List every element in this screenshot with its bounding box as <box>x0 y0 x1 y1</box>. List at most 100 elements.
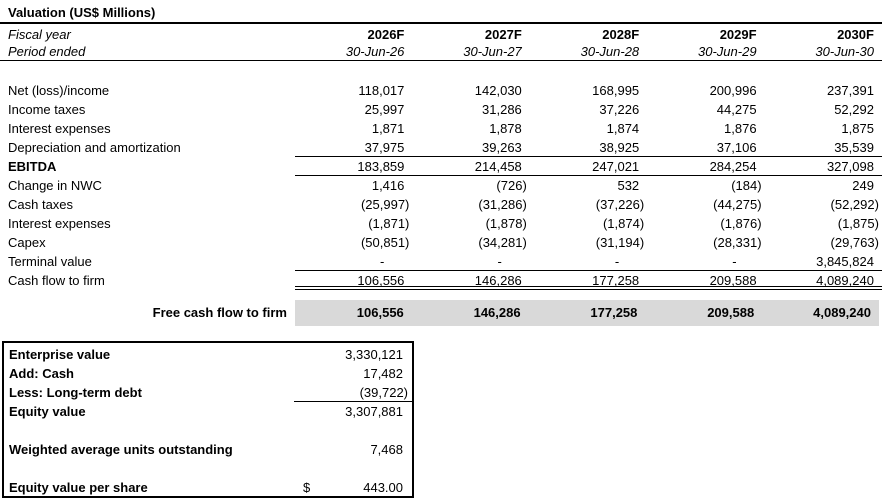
fiscal-year-cell: 2027F <box>484 27 522 42</box>
value-cell: 249 <box>852 178 874 193</box>
row-label: Cash taxes <box>8 197 74 212</box>
value-cell: - <box>497 254 502 269</box>
summary-value <box>294 459 412 478</box>
row-values: 1,416 (726) 532 (184) 249 <box>295 176 882 195</box>
fiscal-year-label: Fiscal year <box>8 27 71 42</box>
summary-row: Less: Long-term debt (39,722) <box>4 383 412 402</box>
value-cell: (37,226) <box>595 197 645 212</box>
value-cell: 200,996 <box>709 83 757 98</box>
fcff-value-cell: 146,286 <box>473 305 521 320</box>
value-cell: 37,106 <box>716 140 757 155</box>
period-ended-cell: 30-Jun-27 <box>463 44 522 59</box>
valuation-table: Valuation (US$ Millions) Fiscal year 202… <box>0 3 882 326</box>
value-cell: - <box>380 254 385 269</box>
summary-row: Equity value 3,307,881 <box>4 402 412 421</box>
value-cell: 1,875 <box>841 121 874 136</box>
summary-value: 17,482 <box>363 366 403 381</box>
value-cell: 284,254 <box>709 159 757 174</box>
fcff-value-cell: 209,588 <box>707 305 755 320</box>
free-cash-flow-row: Free cash flow to firm 106,556 146,286 177… <box>0 300 882 326</box>
value-cell: 327,098 <box>826 159 874 174</box>
table-row: Cash flow to firm 106,556 146,286 177,258 20… <box>0 271 882 290</box>
value-cell: (29,763) <box>830 235 879 250</box>
summary-value: 7,468 <box>370 442 403 457</box>
table-row: Cash taxes (25,997) (31,286) (37,226) (44,27… <box>0 195 882 214</box>
table-row: Income taxes 25,997 31,286 37,226 44,275 52,2… <box>0 100 882 119</box>
summary-value: $443.00 <box>294 478 412 497</box>
value-cell: 31,286 <box>482 102 522 117</box>
period-ended-cell: 30-Jun-30 <box>815 44 874 59</box>
period-ended-cell: 30-Jun-28 <box>580 44 640 59</box>
period-ended-cell: 30-Jun-29 <box>698 44 757 59</box>
value-cell: 25,997 <box>364 102 405 117</box>
value-cell: 247,021 <box>592 159 640 174</box>
value-cell: 44,275 <box>716 102 757 117</box>
value-cell: 118,017 <box>358 83 405 98</box>
summary-row <box>4 459 412 478</box>
value-cell: 532 <box>617 178 640 193</box>
summary-row <box>4 421 412 440</box>
value-cell: 1,878 <box>489 121 522 136</box>
value-cell: 37,975 <box>364 140 405 155</box>
value-cell: (1,871) <box>368 216 410 231</box>
row-label: Income taxes <box>8 102 86 117</box>
table-row: Interest expenses (1,871) (1,878) (1,874) (1… <box>0 214 882 233</box>
value-cell: (28,331) <box>713 235 762 250</box>
row-label: Interest expenses <box>8 121 111 136</box>
row-label: Terminal value <box>8 254 92 269</box>
value-cell: 35,539 <box>834 140 874 155</box>
summary-label: Equity value per share <box>9 480 148 495</box>
row-label: Cash flow to firm <box>8 273 105 288</box>
value-cell: 183,859 <box>357 159 405 174</box>
value-cell: 237,391 <box>826 83 874 98</box>
value-cell: 106,556 <box>357 273 405 288</box>
page-title: Valuation (US$ Millions) <box>8 5 156 20</box>
table-row: Interest expenses 1,871 1,878 1,874 1,876 1,8… <box>0 119 882 138</box>
value-cell: 1,416 <box>371 178 405 193</box>
value-cell: 146,286 <box>474 273 522 288</box>
fiscal-year-columns: 2026F 2027F 2028F 2029F 2030F <box>295 26 882 44</box>
row-values: 183,859 214,458 247,021 284,254 327,098 <box>295 157 882 176</box>
table-row: Capex (50,851) (34,281) (31,194) (28,331) (29… <box>0 233 882 252</box>
summary-row: Enterprise value 3,330,121 <box>4 345 412 364</box>
summary-label: Add: Cash <box>9 366 74 381</box>
value-cell: - <box>732 254 737 269</box>
value-cell: 1,876 <box>724 121 757 136</box>
row-label: Net (loss)/income <box>8 83 110 98</box>
value-cell: 3,845,824 <box>816 254 874 269</box>
value-cell: 209,588 <box>709 273 757 288</box>
value-cell: (25,997) <box>360 197 410 212</box>
value-cell: (34,281) <box>478 235 527 250</box>
value-cell: 52,292 <box>834 102 874 117</box>
row-values: (1,871) (1,878) (1,874) (1,876) (1,875) <box>295 214 882 233</box>
value-cell: (31,194) <box>595 235 645 250</box>
row-values: 37,975 39,263 38,925 37,106 35,539 <box>295 138 882 157</box>
period-ended-header-row: Period ended 30-Jun-26 30-Jun-27 30-Jun-28… <box>0 44 882 61</box>
value-cell: 142,030 <box>474 83 522 98</box>
value-cell: (52,292) <box>830 197 879 212</box>
table-title-row: Valuation (US$ Millions) <box>0 3 882 24</box>
summary-row: Equity value per share $443.00 <box>4 478 412 497</box>
row-values: 118,017 142,030 168,995 200,996 237,391 <box>295 81 882 100</box>
value-cell: 168,995 <box>592 83 640 98</box>
value-cell: (31,286) <box>478 197 527 212</box>
row-values: 25,997 31,286 37,226 44,275 52,292 <box>295 100 882 119</box>
row-label: Depreciation and amortization <box>8 140 181 155</box>
fiscal-year-cell: 2030F <box>837 27 874 42</box>
value-cell: (184) <box>731 178 762 193</box>
fcff-value-cell: 4,089,240 <box>813 305 871 320</box>
value-cell: 1,871 <box>371 121 405 136</box>
fcff-value-cell: 106,556 <box>356 305 404 320</box>
period-ended-cell: 30-Jun-26 <box>345 44 405 59</box>
summary-value <box>294 421 412 440</box>
row-label: EBITDA <box>8 159 57 174</box>
row-values: - - - - 3,845,824 <box>295 252 882 271</box>
value-cell: (1,878) <box>485 216 527 231</box>
value-cell: 39,263 <box>482 140 522 155</box>
table-row: Depreciation and amortization 37,975 39,26… <box>0 138 882 157</box>
equity-value-summary-box: Enterprise value 3,330,121 Add: Cash 17,482… <box>2 341 414 498</box>
value-cell: (44,275) <box>713 197 762 212</box>
value-cell: 4,089,240 <box>816 273 874 288</box>
summary-label: Equity value <box>9 404 86 419</box>
